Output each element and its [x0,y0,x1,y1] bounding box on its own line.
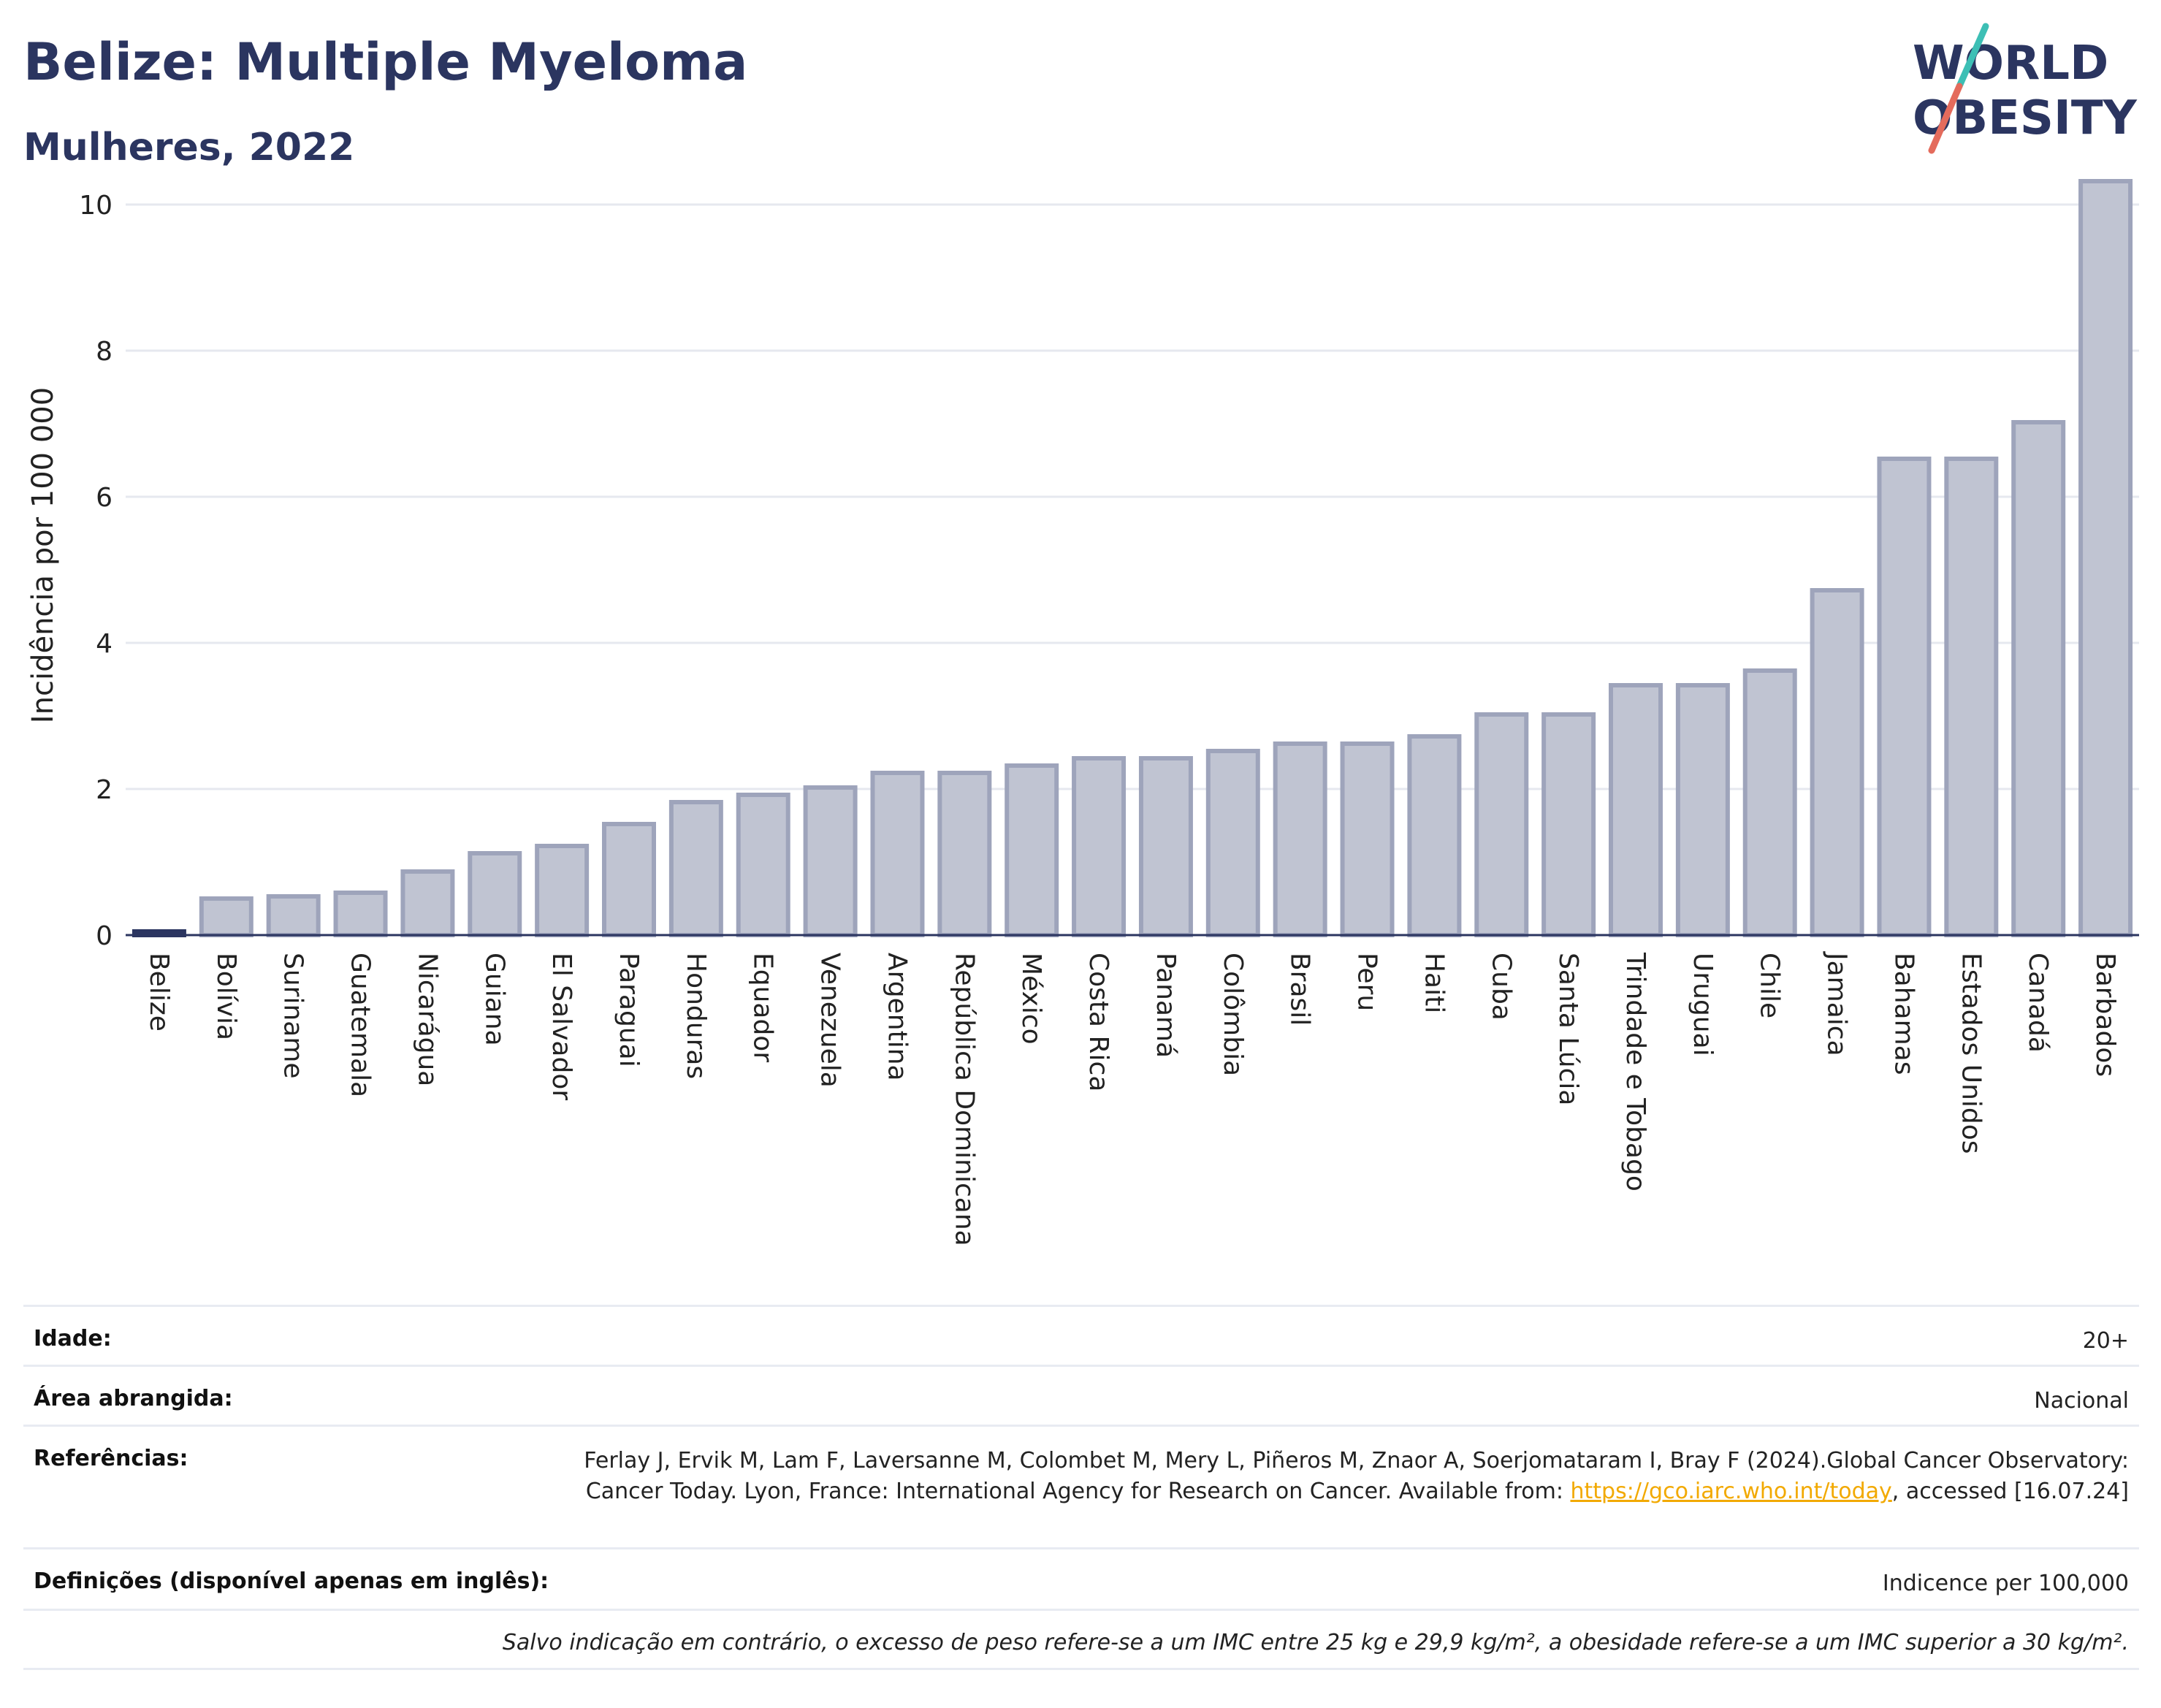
definitions-value: Indicence per 100,000 [1882,1571,2129,1596]
x-tick-label: Guatemala [346,953,376,1097]
bar [1273,741,1327,937]
x-tick-label: Nicarágua [412,953,442,1086]
bmi-note: Salvo indicação em contrário, o excesso … [502,1630,2129,1655]
x-tick-label: Santa Lúcia [1553,953,1583,1105]
bar [1944,457,1999,937]
svg-text:WORLD: WORLD [1913,37,2108,91]
x-tick-label: Suriname [278,953,308,1079]
bar [1810,588,1864,937]
bar [1340,741,1395,937]
x-tick-label: Panamá [1151,953,1181,1058]
x-tick-label: Uruguai [1688,953,1718,1056]
bar [1205,749,1260,937]
x-tick-label: Belize [144,953,174,1032]
bar-chart: 0 2 4 6 8 10 Incidência por 100 000 Belize Bolív… [26,179,2139,1246]
x-tick-label: Bolívia [211,953,241,1040]
x-tick-label: Venezuela [815,953,845,1088]
x-tick-label: Haiti [1419,953,1449,1013]
x-tick-label: Estados Unidos [1956,953,1986,1154]
bar [1474,712,1529,937]
bar [535,844,590,937]
x-tick-label: Costa Rica [1083,953,1113,1091]
meta-row-references: Referências: Ferlay J, Ervik M, Lam F, L… [23,1425,2139,1547]
bar [468,851,522,937]
page-title: Belize: Multiple Myeloma [23,32,748,92]
references-value: Ferlay J, Ervik M, Lam F, Laversanne M, … [522,1446,2129,1507]
bar [1072,756,1127,937]
bar [199,896,254,937]
x-tick-label: Guiana [479,953,509,1046]
y-tick-label: 10 [79,191,113,221]
y-tick-label: 6 [96,483,113,513]
bar [602,822,656,937]
age-value: 20+ [2082,1328,2129,1354]
bar [1609,683,1663,937]
y-tick-label: 4 [96,629,113,659]
bar [1675,683,1730,937]
bar [870,771,925,937]
bar [1138,756,1193,937]
x-tick-label: Barbados [2090,953,2120,1077]
bar [266,894,321,937]
x-tick-label: Bahamas [1889,953,1918,1075]
x-tick-label: Canadá [2023,953,2053,1053]
age-label: Idade: [34,1326,112,1351]
meta-row-age: Idade: 20+ [23,1305,2139,1365]
x-tick-label: Jamaica [1822,951,1852,1056]
x-tick-label: República Dominicana [949,953,979,1246]
x-tick-label: Equador [748,953,778,1062]
x-tick-label: Peru [1352,953,1382,1011]
y-tick-label: 8 [96,337,113,367]
x-tick-label: Paraguai [614,953,644,1067]
y-tick-label: 2 [96,775,113,805]
bar [736,793,790,937]
references-text: Ferlay J, Ervik M, Lam F, Laversanne M, … [584,1448,2129,1504]
x-tick-label: Trindade e Tobago [1620,952,1650,1192]
area-value: Nacional [2034,1388,2129,1414]
bar [1541,712,1596,937]
bar [668,800,723,937]
bar [1742,668,1797,937]
x-tick-label: Colômbia [1218,953,1248,1076]
references-label: Referências: [34,1446,188,1471]
references-accessed: , accessed [16.07.24] [1891,1479,2129,1504]
page-subtitle: Mulheres, 2022 [23,126,355,169]
bar [803,785,858,937]
y-tick-label: 0 [96,921,113,951]
x-tick-label: Honduras [681,953,711,1079]
definitions-label: Definições (disponível apenas em inglês)… [34,1568,549,1594]
bar [333,891,388,937]
x-tick-label: Argentina [882,953,912,1081]
references-link[interactable]: https://gco.iarc.who.int/today [1570,1479,1892,1504]
meta-row-note: Salvo indicação em contrário, o excesso … [23,1609,2139,1670]
world-obesity-logo: WORLD OBESITY [1913,23,2137,154]
y-axis-label: Incidência por 100 000 [26,387,60,723]
x-tick-label: Brasil [1285,953,1315,1026]
x-tick-label: México [1016,953,1046,1045]
bar [1877,457,1932,937]
bar [2011,420,2066,937]
bar [937,771,992,937]
area-label: Área abrangida: [34,1386,233,1411]
x-tick-label: Cuba [1486,953,1516,1021]
meta-row-definitions: Definições (disponível apenas em inglês)… [23,1547,2139,1609]
bar [2078,179,2133,937]
x-tick-label: Chile [1755,953,1785,1018]
bar [1005,763,1059,937]
x-tick-label: El Salvador [546,953,576,1100]
meta-row-area: Área abrangida: Nacional [23,1365,2139,1425]
bar [1407,734,1462,937]
bar [400,869,455,937]
metadata-table: Idade: 20+ Área abrangida: Nacional Refe… [23,1305,2139,1670]
